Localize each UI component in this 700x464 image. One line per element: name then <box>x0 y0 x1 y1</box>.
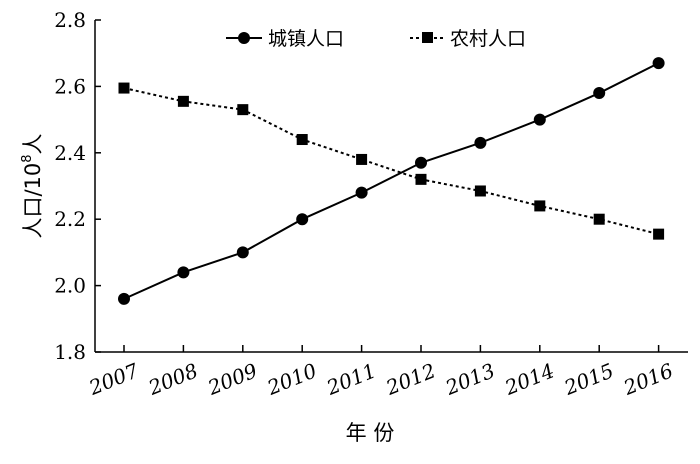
y-tick-label: 2.6 <box>54 74 86 98</box>
urban-point <box>415 156 427 169</box>
x-tick-label: 2009 <box>204 358 261 400</box>
rural-point <box>534 200 546 212</box>
rural-point <box>474 185 486 197</box>
urban-point <box>593 87 606 100</box>
rural-point <box>415 173 427 185</box>
x-axis-title: 年 份 <box>346 421 395 445</box>
urban-point <box>474 136 487 149</box>
y-tick-label: 1.8 <box>54 340 86 364</box>
rural-point <box>177 95 189 107</box>
urban-point <box>355 186 368 199</box>
urban-point <box>533 113 546 126</box>
legend-marker-rural <box>422 32 433 43</box>
rural-point <box>356 153 368 165</box>
rural-point <box>593 213 605 225</box>
legend-marker-urban <box>238 32 250 44</box>
x-tick-label: 2013 <box>441 358 498 400</box>
y-tick-label: 2.8 <box>54 8 86 32</box>
rural-point <box>296 134 308 146</box>
rural-point <box>653 228 665 240</box>
rural-point <box>237 104 249 116</box>
x-tick-label: 2011 <box>322 358 379 400</box>
y-tick-label: 2.4 <box>54 141 86 165</box>
y-axis-title: 人口/108人 <box>20 133 45 238</box>
y-ticks: 1.8 2.0 2.2 2.4 2.6 2.8 <box>54 8 101 364</box>
legend-label-urban: 城镇人口 <box>268 28 344 50</box>
series-layer <box>118 57 665 305</box>
x-tick-label: 2015 <box>560 358 617 400</box>
urban-point <box>177 266 190 279</box>
x-ticks: 2007 2008 2009 2010 2011 2012 2013 2014 2015 2016 <box>85 345 677 400</box>
series-line-rural <box>123 87 659 236</box>
x-tick-label: 2010 <box>263 358 320 400</box>
x-tick-label: 2012 <box>382 358 439 400</box>
y-axis-title-unit: 人 <box>21 133 45 154</box>
x-tick-label: 2016 <box>619 358 676 400</box>
x-tick-label: 2008 <box>144 358 201 400</box>
urban-point <box>118 292 130 305</box>
x-tick-label: 2007 <box>85 358 142 400</box>
y-axis-title-main: 人口/10 <box>21 163 45 239</box>
urban-point <box>652 57 665 70</box>
series-line-urban <box>123 62 660 300</box>
y-axis-title-exponent: 8 <box>20 154 35 162</box>
legend: 城镇人口 农村人口 <box>226 28 526 50</box>
y-tick-label: 2.0 <box>54 274 86 298</box>
x-tick-label: 2014 <box>501 358 558 400</box>
legend-label-rural: 农村人口 <box>450 28 526 50</box>
y-tick-label: 2.2 <box>54 207 86 231</box>
rural-point <box>118 82 130 94</box>
urban-point <box>296 213 309 226</box>
axes <box>94 20 688 353</box>
urban-point <box>236 246 249 259</box>
